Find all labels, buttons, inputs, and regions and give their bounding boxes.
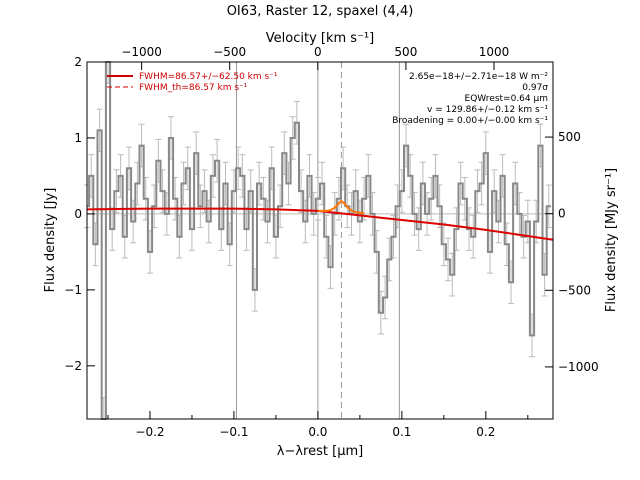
x-tick-label: −0.2 bbox=[135, 425, 164, 439]
plot-area bbox=[84, 61, 554, 420]
top-tick-label: 1000 bbox=[479, 45, 510, 59]
y-axis-label: Flux density [Jy] bbox=[43, 188, 58, 293]
right-tick-label: −1000 bbox=[558, 360, 599, 374]
x-tick-label: 0.2 bbox=[476, 425, 495, 439]
continuum-fit-line bbox=[86, 207, 554, 241]
y-tick-label: 1 bbox=[74, 131, 82, 145]
y-tick-label: 0 bbox=[74, 207, 82, 221]
legend-entry-fwhm-th: FWHM_th=86.57 km s⁻¹ bbox=[139, 83, 248, 93]
right-tick-label: 500 bbox=[558, 130, 581, 144]
x-tick-label: −0.1 bbox=[219, 425, 248, 439]
top-tick-label: 500 bbox=[394, 45, 417, 59]
chart-title: OI63, Raster 12, spaxel (4,4) bbox=[227, 4, 414, 19]
annotation-velocity: v = 129.86+/−0.12 km s⁻¹ bbox=[427, 105, 548, 115]
x-axis-label: λ−λrest [µm] bbox=[277, 444, 363, 459]
annotation-flux: 2.65e−18+/−2.71e−18 W m⁻² bbox=[409, 72, 548, 82]
gaussian-fit-line bbox=[317, 199, 365, 215]
legend-entry-fwhm: FWHM=86.57+/−62.50 km s⁻¹ bbox=[139, 72, 278, 82]
annotations: 2.65e−18+/−2.71e−18 W m⁻² 0.97σ EQWrest=… bbox=[392, 72, 548, 126]
top-tick-label: 0 bbox=[314, 45, 322, 59]
x-tick-label: 0.1 bbox=[392, 425, 411, 439]
plot-frame bbox=[86, 61, 554, 420]
annotation-broadening: Broadening = 0.00+/−0.00 km s⁻¹ bbox=[392, 116, 548, 126]
top-axis-label: Velocity [km s⁻¹] bbox=[266, 31, 374, 46]
x-tick-label: 0.0 bbox=[308, 425, 327, 439]
y-tick-label: −1 bbox=[64, 283, 82, 297]
top-tick-label: −1000 bbox=[121, 45, 162, 59]
right-tick-label: −500 bbox=[558, 283, 591, 297]
y-tick-label: 2 bbox=[74, 55, 82, 69]
right-axis-label: Flux density [MJy sr⁻¹] bbox=[604, 168, 619, 312]
annotation-sigma: 0.97σ bbox=[522, 83, 548, 93]
legend: FWHM=86.57+/−62.50 km s⁻¹ FWHM_th=86.57 … bbox=[107, 72, 278, 93]
y-tick-label: −2 bbox=[64, 359, 82, 373]
right-tick-label: 0 bbox=[558, 207, 566, 221]
spectrum-steps bbox=[87, 61, 551, 420]
annotation-eqw: EQWrest=0.64 µm bbox=[465, 94, 548, 104]
top-tick-label: −500 bbox=[213, 45, 246, 59]
